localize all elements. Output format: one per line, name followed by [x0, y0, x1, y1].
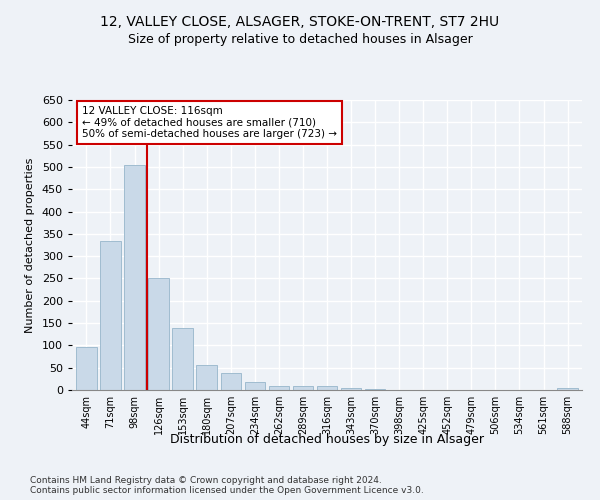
Bar: [269, 386, 289, 390]
Bar: [221, 374, 241, 390]
Text: 12, VALLEY CLOSE, ALSAGER, STOKE-ON-TRENT, ST7 2HU: 12, VALLEY CLOSE, ALSAGER, STOKE-ON-TREN…: [100, 15, 500, 29]
Bar: [172, 328, 193, 390]
Y-axis label: Number of detached properties: Number of detached properties: [25, 158, 35, 332]
Text: 12 VALLEY CLOSE: 116sqm
← 49% of detached houses are smaller (710)
50% of semi-d: 12 VALLEY CLOSE: 116sqm ← 49% of detache…: [82, 106, 337, 139]
Bar: [148, 278, 169, 390]
Text: Size of property relative to detached houses in Alsager: Size of property relative to detached ho…: [128, 32, 472, 46]
Bar: [76, 346, 97, 390]
Text: Contains HM Land Registry data © Crown copyright and database right 2024.
Contai: Contains HM Land Registry data © Crown c…: [30, 476, 424, 495]
Bar: [341, 388, 361, 390]
Bar: [365, 389, 385, 390]
Bar: [557, 388, 578, 390]
Bar: [293, 386, 313, 390]
Bar: [245, 382, 265, 390]
Bar: [317, 386, 337, 390]
Bar: [100, 242, 121, 390]
Bar: [196, 366, 217, 390]
Text: Distribution of detached houses by size in Alsager: Distribution of detached houses by size …: [170, 432, 484, 446]
Bar: [124, 164, 145, 390]
